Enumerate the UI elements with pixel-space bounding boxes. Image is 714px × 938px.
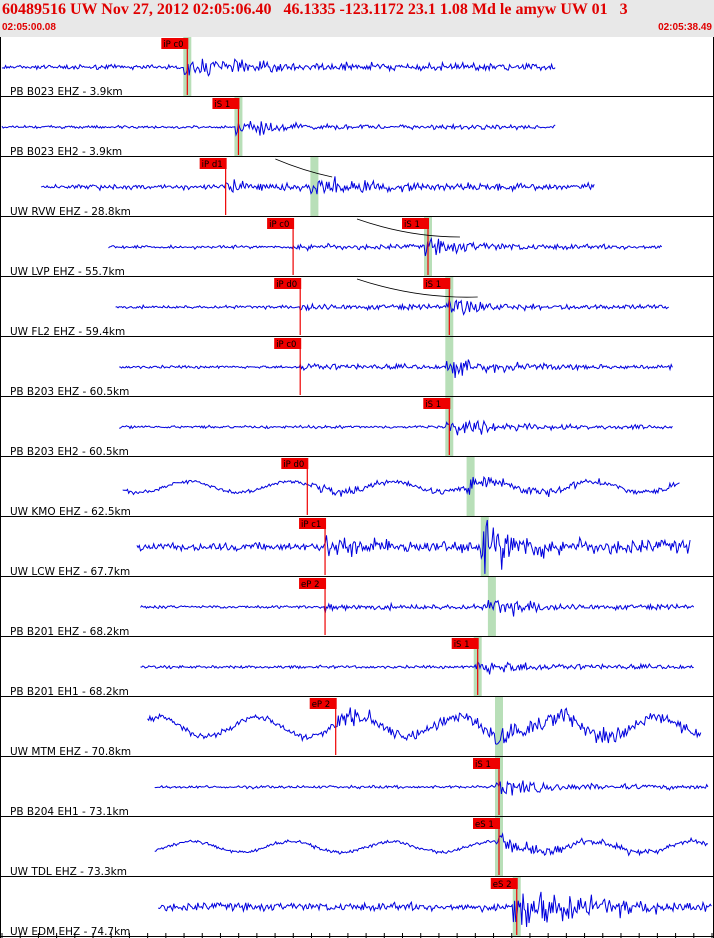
waveform [136,519,691,574]
trace-row[interactable]: eP 2 PB B201 EHZ - 68.2km [0,577,714,638]
trace-row[interactable]: iP d0 iS 1 UW FL2 EHZ - 59.4km [0,277,714,338]
pick-label-box[interactable] [490,878,518,889]
station-label: UW MTM EHZ - 70.8km [10,746,131,758]
station-label: UW KMO EHZ - 62.5km [10,506,131,518]
trace-row[interactable]: iS 1 PB B201 EH1 - 68.2km [0,637,714,698]
waveform [140,599,695,617]
pick-label: iP d0 [283,460,304,470]
station-label: UW RVW EHZ - 28.8km [10,206,131,218]
pick-label: iS 1 [214,100,230,110]
waveform [1,58,556,77]
header-bar: 60489516 UW Nov 27, 2012 02:05:06.40 46.… [0,0,714,37]
trace-row[interactable]: eS 2 UW EDM EHZ - 74.7km [0,877,714,938]
waveform [1,120,556,137]
pick-label: eP 2 [312,700,330,710]
station-label: PB B023 EH2 - 3.9km [10,146,122,158]
waveform [40,176,595,195]
pick-label-box[interactable] [267,218,295,229]
station-label: PB B204 EH1 - 73.1km [10,806,129,818]
waveform [108,236,663,257]
pick-label: eS 1 [475,820,494,830]
pick-label-box[interactable] [423,278,451,289]
pick-label-box[interactable] [309,698,337,709]
pick-label: iP c0 [163,40,183,50]
end-time: 02:05:38.49 [658,22,712,33]
pick-label-box[interactable] [423,398,451,409]
pick-label-box[interactable] [473,818,500,829]
pick-window [495,697,503,757]
event-title: 60489516 UW Nov 27, 2012 02:05:06.40 46.… [2,1,628,18]
trace-row[interactable]: iS 1 PB B203 EH2 - 60.5km [0,397,714,458]
pick-label: iP c0 [276,340,296,350]
trace-row[interactable]: iP c0 PB B023 EHZ - 3.9km [0,37,714,98]
waveform [122,475,680,498]
waveform [147,707,702,745]
trace-row[interactable]: eP 2 UW MTM EHZ - 70.8km [0,697,714,758]
seismogram-panel[interactable]: iP c0 PB B023 EHZ - 3.9km iS 1 PB B023 EH2 … [0,37,714,938]
waveform [154,832,708,857]
waveform [119,359,673,378]
pick-label-box[interactable] [199,158,227,169]
trace-row[interactable]: iS 1 PB B023 EH2 - 3.9km [0,97,714,158]
pick-label-box[interactable] [274,278,302,289]
trace-row[interactable]: iP c0 PB B203 EHZ - 60.5km [0,337,714,398]
moveout-curve [275,158,333,178]
moveout-curve [356,278,478,298]
station-label: UW FL2 EHZ - 59.4km [10,326,125,338]
pick-label: iS 1 [454,640,470,650]
waveform [154,780,709,796]
station-label: PB B023 EHZ - 3.9km [10,86,123,98]
waveform [157,891,712,928]
pick-label-box[interactable] [299,578,327,589]
trace-row[interactable]: eS 1 UW TDL EHZ - 73.3km [0,817,714,878]
pick-label-box[interactable] [274,338,302,349]
pick-label: iP d0 [276,280,297,290]
pick-label: eS 2 [493,880,512,890]
waveform [119,419,673,436]
pick-label-box[interactable] [161,38,189,49]
waveform [115,299,670,316]
station-label: UW LVP EHZ - 55.7km [10,266,125,278]
trace-row[interactable]: iP d0 UW KMO EHZ - 62.5km [0,457,714,518]
pick-label-box[interactable] [402,218,429,229]
station-label: UW EDM EHZ - 74.7km [10,926,130,938]
pick-label: eP 2 [301,580,319,590]
station-label: UW LCW EHZ - 67.7km [10,566,130,578]
pick-label-box[interactable] [281,458,309,469]
station-label: PB B203 EH2 - 60.5km [10,446,129,458]
pick-label: iP c1 [301,520,321,530]
pick-label: iP d1 [202,160,223,170]
station-label: PB B203 EHZ - 60.5km [10,386,129,398]
pick-label-box[interactable] [451,638,479,649]
trace-row[interactable]: iP c0 iS 1 UW LVP EHZ - 55.7km [0,217,714,278]
start-time: 02:05:00.08 [2,22,56,33]
pick-label-box[interactable] [212,98,240,109]
pick-label: iS 1 [425,400,441,410]
pick-label: iS 1 [404,220,420,230]
trace-row[interactable]: iS 1 PB B204 EH1 - 73.1km [0,757,714,818]
pick-label-box[interactable] [473,758,500,769]
trace-row[interactable]: iP c1 UW LCW EHZ - 67.7km [0,517,714,578]
pick-label: iP c0 [269,220,289,230]
pick-window [480,517,489,577]
moveout-curve [356,218,460,238]
pick-label: iS 1 [475,760,491,770]
pick-label-box[interactable] [299,518,327,529]
station-label: UW TDL EHZ - 73.3km [10,866,127,878]
trace-row[interactable]: iP d1 UW RVW EHZ - 28.8km [0,157,714,218]
station-label: PB B201 EH1 - 68.2km [10,686,129,698]
station-label: PB B201 EHZ - 68.2km [10,626,129,638]
pick-label: iS 1 [425,280,441,290]
waveform [140,661,694,675]
